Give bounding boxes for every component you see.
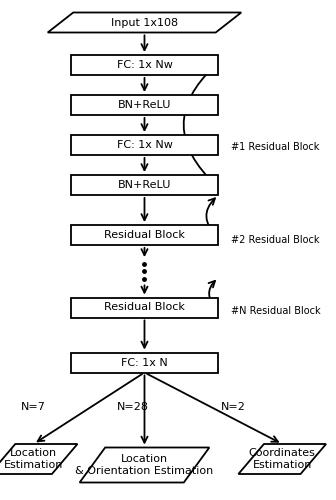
Text: BN+ReLU: BN+ReLU [118,180,171,190]
Text: Residual Block: Residual Block [104,302,185,312]
Text: FC: 1x Nw: FC: 1x Nw [117,140,172,150]
Text: N=2: N=2 [221,402,246,412]
Text: Input 1x108: Input 1x108 [111,18,178,28]
FancyArrowPatch shape [209,281,216,308]
FancyArrowPatch shape [206,198,216,235]
Text: BN+ReLU: BN+ReLU [118,100,171,110]
Text: #N Residual Block: #N Residual Block [231,306,320,316]
Bar [71,95,218,115]
Text: Location
Estimation: Location Estimation [4,448,63,470]
Polygon shape [80,448,209,482]
Text: #1 Residual Block: #1 Residual Block [231,142,320,152]
Bar [71,225,218,245]
Text: FC: 1x Nw: FC: 1x Nw [117,60,172,70]
Bar [71,55,218,75]
Polygon shape [48,12,241,32]
FancyArrowPatch shape [184,66,216,186]
Text: N=28: N=28 [117,402,149,412]
Bar [71,298,218,318]
Text: #2 Residual Block: #2 Residual Block [231,235,320,245]
Text: Location
& Orientation Estimation: Location & Orientation Estimation [75,454,214,476]
Text: Residual Block: Residual Block [104,230,185,240]
Polygon shape [238,444,326,474]
Polygon shape [0,444,77,474]
Bar [71,175,218,195]
Text: Coordinates
Estimation: Coordinates Estimation [249,448,316,470]
Text: N=7: N=7 [21,402,46,412]
Bar [71,352,218,372]
Text: FC: 1x N: FC: 1x N [121,358,168,368]
Bar [71,135,218,155]
